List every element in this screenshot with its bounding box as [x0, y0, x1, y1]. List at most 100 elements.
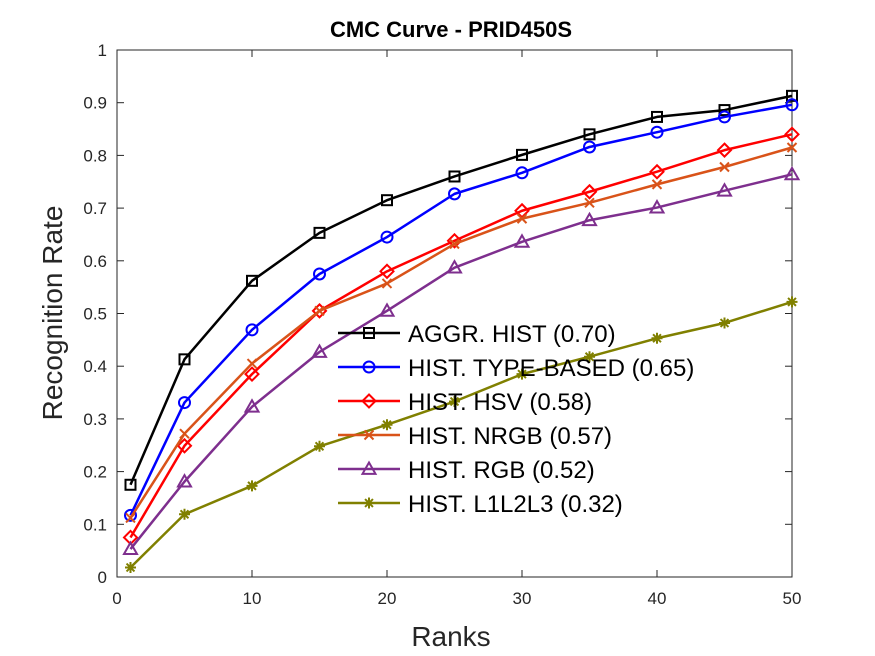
- data-point: [581, 211, 598, 227]
- axes: 0 10 20 30 40 50 0 0.1 0.2 0.3 0.4 0.5 0.6 0.7 0.8 0.9 1: [83, 41, 801, 608]
- legend-label: AGGR. HIST (0.70): [408, 321, 616, 348]
- data-point: [785, 98, 799, 112]
- series-5: [122, 165, 801, 555]
- x-tick-label: 30: [513, 589, 532, 608]
- data-point: [649, 163, 665, 180]
- data-point: [448, 170, 461, 183]
- data-point: [783, 165, 801, 181]
- data-point: [179, 428, 190, 439]
- data-point: [718, 110, 731, 124]
- legend-marker: [363, 429, 375, 441]
- legend-entry: HIST. RGB (0.52): [338, 457, 595, 484]
- y-tick-label: 0: [98, 568, 107, 587]
- data-point: [381, 278, 393, 289]
- data-point: [314, 440, 325, 452]
- legend-marker: [360, 460, 378, 475]
- legend: AGGR. HIST (0.70) HIST. TYPE-BASED (0.65)…: [338, 321, 694, 518]
- data-point: [584, 351, 595, 363]
- data-point: [648, 199, 666, 214]
- data-point: [125, 512, 136, 524]
- data-point: [246, 480, 258, 492]
- data-point: [786, 89, 798, 102]
- legend-entry: HIST. TYPE-BASED (0.65): [338, 355, 694, 382]
- y-tick-label: 0.5: [83, 305, 107, 324]
- y-tick-label: 0.9: [83, 94, 107, 113]
- y-tick-label: 0.4: [83, 357, 107, 376]
- data-point: [178, 396, 191, 410]
- data-point: [378, 302, 396, 317]
- data-point: [178, 353, 191, 366]
- data-point: [446, 259, 463, 274]
- data-point: [716, 142, 733, 159]
- data-point: [246, 274, 258, 287]
- y-tick-label: 0.7: [83, 199, 107, 218]
- data-point: [516, 148, 528, 161]
- data-point: [125, 562, 136, 574]
- data-point: [176, 437, 193, 454]
- data-point: [246, 358, 258, 369]
- data-point: [515, 166, 529, 180]
- data-point: [313, 226, 326, 239]
- legend-entry: HIST. L1L2L3 (0.32): [338, 491, 623, 518]
- legend-marker: [361, 393, 377, 409]
- legend-label: HIST. TYPE-BASED (0.65): [408, 355, 694, 382]
- data-point: [448, 187, 461, 201]
- data-point: [243, 398, 261, 413]
- data-point: [719, 161, 730, 173]
- legend-label: HIST. NRGB (0.57): [408, 423, 612, 450]
- y-tick-label: 0.3: [83, 410, 107, 429]
- data-point: [581, 183, 598, 200]
- data-point: [244, 366, 260, 383]
- data-point: [314, 305, 325, 317]
- data-point: [311, 343, 328, 358]
- series-line: [129, 94, 793, 486]
- data-point: [651, 179, 663, 190]
- legend-marker: [363, 327, 375, 339]
- y-tick-label: 0.2: [83, 463, 107, 482]
- data-point: [651, 332, 663, 344]
- data-point: [516, 368, 528, 380]
- data-point: [381, 419, 393, 431]
- data-point: [716, 182, 733, 197]
- x-tick-label: 0: [112, 589, 121, 608]
- y-axis-label: Recognition Rate: [37, 206, 68, 421]
- series-line: [129, 103, 793, 516]
- series-line: [129, 173, 793, 550]
- series-4: [125, 142, 798, 524]
- data-point: [179, 508, 190, 520]
- data-point: [786, 142, 798, 153]
- legend-entry: HIST. NRGB (0.57): [338, 423, 612, 450]
- data-point: [516, 213, 528, 224]
- y-tick-label: 0.6: [83, 252, 107, 271]
- y-tick-label: 0.8: [83, 146, 107, 165]
- x-tick-label: 50: [783, 589, 802, 608]
- legend-label: HIST. HSV (0.58): [408, 389, 592, 416]
- plot-area: [117, 50, 792, 577]
- data-point: [245, 323, 259, 337]
- data-point: [650, 125, 664, 139]
- y-tick-label: 0.1: [83, 515, 107, 534]
- x-tick-label: 20: [378, 589, 397, 608]
- chart-title: CMC Curve - PRID450S: [330, 17, 572, 42]
- data-point: [583, 128, 596, 141]
- series-layer: [122, 89, 801, 574]
- data-point: [313, 267, 326, 281]
- legend-label: HIST. RGB (0.52): [408, 457, 595, 484]
- data-point: [719, 317, 730, 329]
- data-point: [584, 197, 595, 209]
- series-2: [124, 98, 799, 522]
- data-point: [718, 104, 731, 117]
- data-point: [651, 110, 663, 123]
- legend-entry: HIST. HSV (0.58): [338, 389, 592, 416]
- series-line: [129, 133, 793, 539]
- legend-marker: [362, 360, 376, 374]
- data-point: [122, 540, 139, 555]
- legend-marker: [363, 497, 375, 509]
- data-point: [446, 232, 463, 249]
- data-point: [124, 508, 137, 522]
- data-point: [381, 194, 393, 207]
- series-6: [125, 296, 798, 574]
- data-point: [176, 473, 193, 488]
- data-point: [449, 238, 460, 250]
